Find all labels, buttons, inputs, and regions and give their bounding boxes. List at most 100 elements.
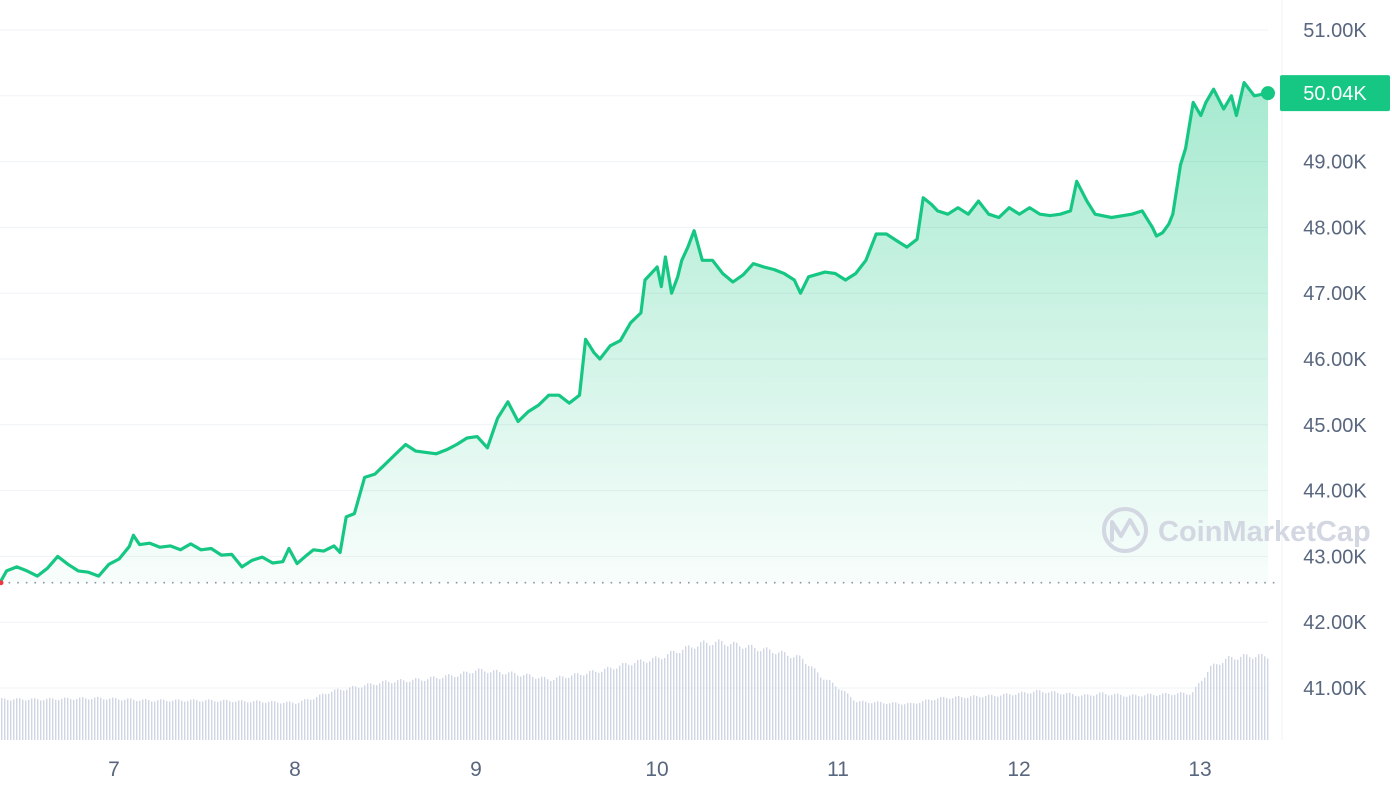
volume-bar (1072, 694, 1074, 740)
volume-bar (511, 671, 513, 740)
volume-bar (322, 693, 324, 740)
volume-bar (364, 685, 366, 740)
volume-bar (562, 676, 564, 740)
volume-bar (751, 644, 753, 740)
volume-bar (1057, 692, 1059, 740)
volume-bar (802, 658, 804, 740)
volume-bar (193, 699, 195, 740)
volume-bar (847, 693, 849, 740)
volume-bar (949, 698, 951, 740)
volume-bar (955, 696, 957, 740)
volume-bar (793, 657, 795, 740)
volume-bar (646, 662, 648, 740)
volume-bar (628, 664, 630, 740)
x-axis: 7 8 9 10 11 12 13 (108, 758, 1212, 781)
current-price-dot[interactable] (1261, 86, 1275, 101)
volume-bar (757, 651, 759, 740)
volume-bar (241, 700, 243, 740)
volume-bar (772, 653, 774, 740)
volume-bar (58, 700, 60, 740)
volume-bar (1, 698, 3, 740)
volume-bar (709, 645, 711, 740)
volume-bar (634, 663, 636, 740)
volume-bar (961, 696, 963, 740)
volume-bar (418, 678, 420, 740)
volume-bar (598, 673, 600, 740)
volume-bar (394, 682, 396, 740)
volume-bar (508, 672, 510, 740)
volume-bar (1234, 659, 1236, 740)
volume-bar (1183, 692, 1185, 740)
volume-bar (202, 701, 204, 740)
volume-bar (190, 699, 192, 740)
volume-bar (727, 646, 729, 740)
volume-bar (808, 666, 810, 740)
volume-bar (1255, 657, 1257, 740)
volume-bar (694, 648, 696, 740)
y-tick-label: 48.00K (1303, 217, 1367, 239)
volume-bar (859, 701, 861, 740)
volume-bar (1000, 695, 1002, 740)
volume-bar (691, 647, 693, 740)
volume-bar (613, 669, 615, 740)
volume-bar (1012, 695, 1014, 740)
volume-bar (910, 702, 912, 740)
volume-bar (127, 698, 129, 740)
volume-bar (433, 676, 435, 740)
price-line[interactable] (0, 81, 1270, 585)
coinmarketcap-logo-icon (1102, 507, 1148, 553)
volume-bar (1231, 657, 1233, 740)
volume-bar (706, 642, 708, 740)
volume-bar (73, 699, 75, 740)
volume-bar (391, 683, 393, 740)
volume-bar (1150, 693, 1152, 740)
volume-bars (1, 639, 1269, 740)
volume-bar (1090, 695, 1092, 740)
volume-bar (76, 699, 78, 740)
volume-bar (499, 671, 501, 740)
x-tick-label: 7 (108, 758, 120, 781)
volume-bar (1084, 694, 1086, 740)
volume-bar (1123, 696, 1125, 740)
volume-bar (916, 703, 918, 740)
volume-bar (670, 650, 672, 740)
volume-bar (517, 675, 519, 740)
volume-bar (865, 701, 867, 740)
volume-bar (1141, 696, 1143, 740)
volume-bar (829, 680, 831, 740)
volume-bar (790, 658, 792, 740)
volume-bar (475, 670, 477, 740)
volume-bar (151, 701, 153, 740)
volume-bar (601, 671, 603, 740)
volume-bar (946, 698, 948, 740)
volume-bar (406, 681, 408, 740)
volume-bar (832, 682, 834, 740)
volume-bar (373, 684, 375, 740)
volume-bar (454, 677, 456, 740)
volume-bar (1240, 656, 1242, 740)
volume-bar (673, 650, 675, 740)
volume-bar (172, 700, 174, 740)
volume-bar (256, 700, 258, 740)
volume-bar (655, 656, 657, 740)
volume-bar (274, 701, 276, 740)
volume-bar (385, 680, 387, 740)
volume-bar (265, 702, 267, 740)
price-line-path[interactable] (0, 81, 1270, 585)
volume-bar (1099, 692, 1101, 740)
volume-bar (115, 698, 117, 740)
volume-bar (676, 652, 678, 740)
volume-bar (502, 674, 504, 740)
volume-bar (1267, 658, 1269, 740)
volume-bar (1171, 695, 1173, 740)
volume-bar (55, 699, 57, 740)
volume-bar (907, 703, 909, 740)
y-tick-label: 49.00K (1303, 152, 1367, 174)
volume-bar (214, 701, 216, 740)
volume-bar (781, 650, 783, 740)
volume-bar (1120, 694, 1122, 740)
volume-bar (1069, 692, 1071, 740)
volume-bar (1177, 693, 1179, 740)
volume-bar (88, 699, 90, 740)
